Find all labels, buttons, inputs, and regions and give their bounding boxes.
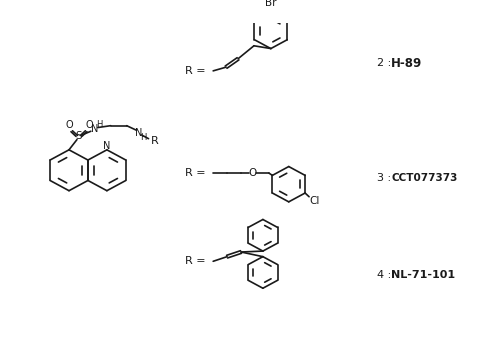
Text: 3 :: 3 : — [377, 173, 394, 183]
Text: R =: R = — [185, 168, 206, 178]
Text: O: O — [85, 120, 92, 130]
Text: R: R — [151, 135, 158, 146]
Text: R =: R = — [185, 66, 206, 76]
Text: H-89: H-89 — [390, 57, 422, 70]
Text: H: H — [140, 133, 147, 142]
Text: H: H — [95, 120, 102, 129]
Text: CCT077373: CCT077373 — [390, 173, 456, 183]
Text: 4 :: 4 : — [377, 270, 394, 280]
Text: N: N — [103, 141, 110, 151]
Text: N: N — [91, 124, 98, 134]
Text: Cl: Cl — [309, 196, 319, 206]
Text: Br: Br — [265, 0, 276, 8]
Text: R =: R = — [185, 256, 206, 266]
Text: S: S — [76, 131, 82, 141]
Text: O: O — [65, 120, 73, 130]
Text: N: N — [135, 128, 142, 138]
Text: O: O — [248, 168, 257, 178]
Text: NL-71-101: NL-71-101 — [390, 270, 454, 280]
Text: 2 :: 2 : — [377, 58, 394, 68]
